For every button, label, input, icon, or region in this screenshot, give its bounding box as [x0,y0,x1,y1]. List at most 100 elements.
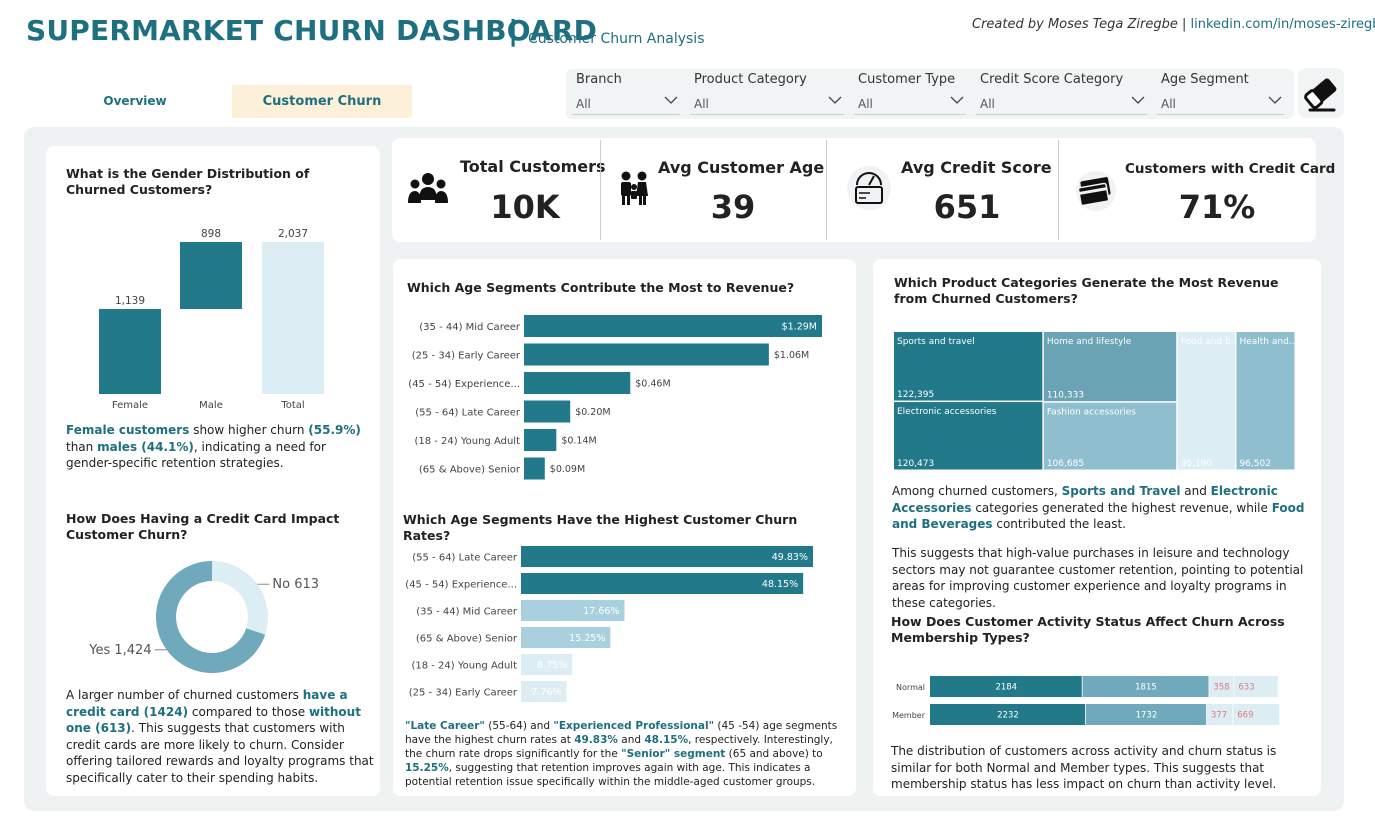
category-label: (18 - 24) Young Adult [414,436,520,447]
linkedin-link[interactable]: linkedin.com/in/moses-ziregbe [1190,17,1375,32]
data-label: 49.83% [772,552,808,563]
family-icon [621,171,648,205]
category-label: (35 - 44) Mid Career [419,322,521,333]
treemap-tile [1043,332,1177,402]
revenue-age-question: Which Age Segments Contribute the Most t… [407,280,795,295]
kpi-divider [826,140,827,240]
activity-insight: The distribution of customers across act… [891,744,1277,791]
bar [521,627,611,648]
text-highlight: "Senior" segment [621,748,726,760]
tile-label: Electronic accessories [897,407,997,417]
treemap-tile [1236,332,1295,470]
filter-credit-score-category[interactable]: Credit Score Category All [970,69,1151,119]
kpi-divider [1058,140,1059,240]
waterfall-bar [180,242,242,310]
filter-label: Age Segment [1161,72,1249,87]
bar [521,546,813,567]
dashboard-title: SUPERMARKET CHURN DASHBOARD [26,14,598,47]
data-label: $1.06M [774,350,809,361]
nav-overview[interactable]: Overview [103,94,167,108]
text-highlight: 49.83% [574,734,618,746]
credit-donut-chart: No 613 Yes 1,424 [88,561,319,673]
credit-question: How Does Having a Credit Card Impact Cus… [66,511,340,542]
tile-value: 95,190 [1181,459,1213,469]
data-label: $0.46M [635,379,670,390]
text-highlight: without one (613) [66,704,361,736]
data-label: 2184 [995,683,1017,693]
donut-slice [156,561,266,673]
data-label: $0.14M [561,436,596,447]
category-label: (55 - 64) Late Career [412,553,518,564]
filter-product-category[interactable]: Product Category All [684,69,848,119]
data-label: 48.15% [762,579,798,590]
chevron-down-icon[interactable] [1268,95,1282,105]
data-label: 1732 [1136,711,1158,721]
stack-segment [1085,704,1207,725]
text: A larger number of churned customers [66,688,303,702]
chevron-down-icon[interactable] [1131,95,1145,105]
text: than [66,439,98,454]
clear-filters-button[interactable] [1298,68,1344,118]
chevron-down-icon[interactable] [664,95,678,105]
filter-underline [690,114,844,115]
text: Among churned customers, [892,484,1062,498]
nav-customer-churn-analysis[interactable]: Customer Churn Analysis [232,85,412,142]
waterfall-bar [99,309,161,394]
filter-label: Branch [576,72,622,87]
treemap-tile [1177,332,1235,470]
text-highlight: "Experienced Professional" [553,720,715,732]
people-icon [408,173,448,203]
category-label: (45 - 54) Experience... [405,580,517,591]
filter-label: Credit Score Category [980,72,1124,87]
tile-value: 106,685 [1047,459,1084,469]
stack-segment [930,704,1086,725]
filter-customer-type[interactable]: Customer Type All [848,69,970,119]
data-label: $1.29M [782,322,817,333]
tile-label: Food and b... [1181,337,1240,347]
text: , suggesting that retention improves aga… [405,762,816,788]
bar [524,343,769,366]
data-label: 2232 [997,711,1019,721]
data-label: 1,139 [115,295,145,307]
text-highlight: Electronic Accessories [892,484,1278,515]
category-label: (25 - 34) Early Career [409,688,518,699]
tile-value: 96,502 [1239,459,1271,469]
text: and [617,734,645,746]
filter-label: Customer Type [858,72,956,87]
gender-question: What is the Gender Distribution of Churn… [66,166,310,197]
stack-segment [1209,676,1234,697]
credit-gauge-icon [847,166,891,210]
credit-card-icon [1076,171,1116,211]
churn-age-question: Which Age Segments Have the Highest Cust… [403,512,798,543]
text: (45 -54) age segments have the highest c… [405,720,838,746]
data-label: 7.76% [531,687,561,698]
category-label: (65 & Above) Senior [419,465,521,476]
text-highlight: males (44.1%) [97,439,194,454]
bar [524,315,822,337]
chevron-down-icon[interactable] [828,95,842,105]
slice-label: Yes 1,424 [88,643,151,658]
kpi-total-customers-label: Total Customers [460,157,606,176]
text: contributed the least. [992,517,1126,531]
text: (55-64) and [484,720,554,732]
churn-rate-by-age-chart: (55 - 64) Late Career 49.83% (45 - 54) Exp… [405,546,813,702]
category-label: (65 & Above) Senior [416,634,518,645]
bar [524,457,545,480]
category-label: Normal [896,683,925,692]
category-label: Female [112,400,148,411]
data-label: 2,037 [278,228,308,240]
product-insight-2: This suggests that high-value purchases … [892,546,1304,610]
chevron-down-icon[interactable] [950,95,964,105]
category-label: (18 - 24) Young Adult [411,661,517,672]
filter-value: All [1161,97,1176,111]
text: , respectively. Interestingly, the churn… [405,734,833,760]
stack-segment [1206,704,1233,725]
text: show higher churn [189,423,309,437]
text: categories generated the highest revenue… [971,500,1272,515]
activity-membership-chart: Normal 2184 1815 358 633 Member 2232 1732 377 669 [892,676,1280,725]
kpi-avg-age-label: Avg Customer Age [658,158,825,177]
category-label: (45 - 54) Experience... [408,379,520,390]
filter-branch[interactable]: Branch All [566,69,684,119]
filter-age-segment[interactable]: Age Segment All [1151,69,1288,119]
tile-label: Health and... [1239,337,1296,347]
